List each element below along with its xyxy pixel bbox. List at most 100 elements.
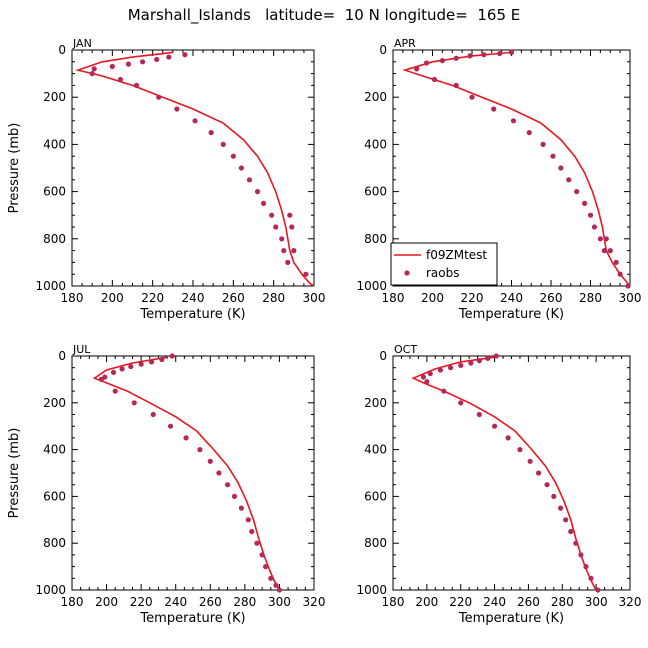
- y-tick-label: 200: [43, 90, 66, 104]
- raobs-point: [420, 374, 427, 380]
- raobs-point: [476, 358, 482, 364]
- raobs-point: [535, 470, 542, 476]
- raobs-point: [269, 212, 275, 218]
- y-tick-label: 1000: [35, 279, 66, 293]
- raobs-point: [91, 66, 97, 72]
- legend: f09ZMtest raobs: [390, 242, 498, 286]
- x-tick-label: 320: [303, 595, 326, 609]
- panel-label: JUL: [72, 343, 91, 356]
- panel-label: JAN: [72, 37, 92, 50]
- raobs-point: [595, 587, 601, 593]
- y-tick-label: 1000: [35, 583, 66, 597]
- raobs-point: [603, 236, 609, 242]
- raobs-point: [112, 388, 118, 394]
- x-tick-label: 240: [500, 291, 523, 305]
- x-tick-label: 300: [268, 595, 291, 609]
- raobs-point: [587, 212, 594, 218]
- raobs-point: [220, 141, 226, 147]
- x-tick-label: 240: [182, 291, 205, 305]
- y-tick-label: 400: [364, 137, 387, 151]
- raobs-point: [517, 447, 523, 453]
- y-tick-label: 800: [364, 536, 387, 550]
- y-tick-label: 600: [364, 185, 387, 199]
- raobs-point: [563, 517, 569, 523]
- y-tick-label: 800: [43, 232, 66, 246]
- raobs-point: [238, 165, 244, 171]
- raobs-point: [166, 54, 172, 60]
- raobs-point: [568, 528, 574, 535]
- x-tick-label: 300: [585, 595, 608, 609]
- raobs-point: [249, 528, 255, 535]
- raobs-point: [208, 130, 214, 136]
- raobs-point: [544, 482, 550, 488]
- y-tick-label: 800: [43, 536, 66, 550]
- raobs-point: [159, 356, 165, 363]
- raobs-point: [192, 118, 198, 124]
- raobs-point: [625, 283, 631, 289]
- raobs-point: [254, 189, 261, 195]
- x-tick-label: 260: [517, 595, 540, 609]
- raobs-point: [497, 50, 503, 57]
- raobs-point: [276, 587, 283, 593]
- raobs-point: [117, 76, 123, 83]
- x-tick-label: 240: [483, 595, 506, 609]
- y-tick-label: 200: [43, 396, 66, 410]
- raobs-point: [558, 165, 564, 171]
- raobs-point: [231, 493, 238, 499]
- raobs-point: [458, 400, 464, 406]
- raobs-point: [303, 271, 309, 277]
- series-line-f09zmtest: [92, 356, 281, 591]
- panel-jul: JUL 180 200 220 240 260 280 300 320 0 200 400 600 800…: [7, 343, 325, 626]
- y-axis-label: Pressure (mb): [7, 428, 22, 519]
- plot-frame: [392, 355, 631, 591]
- x-tick-label: 220: [449, 595, 472, 609]
- page-title: Marshall_Islands latitude= 10 N longitud…: [127, 6, 521, 24]
- raobs-point: [588, 575, 594, 581]
- raobs-point: [508, 49, 515, 55]
- raobs-point: [493, 353, 499, 359]
- y-tick-label: 1000: [356, 583, 387, 597]
- raobs-point: [583, 564, 589, 570]
- raobs-point: [154, 56, 160, 63]
- raobs-point: [110, 369, 117, 375]
- x-tick-label: 320: [619, 595, 642, 609]
- raobs-point: [119, 366, 125, 372]
- raobs-point: [139, 59, 146, 65]
- raobs-point: [510, 118, 517, 124]
- raobs-point: [557, 505, 564, 511]
- panel-label: APR: [394, 37, 416, 50]
- x-tick-label: 180: [382, 291, 405, 305]
- y-tick-label: 1000: [356, 279, 387, 293]
- y-tick-label: 0: [58, 43, 66, 57]
- x-tick-label: 260: [222, 291, 245, 305]
- raobs-point: [238, 505, 244, 511]
- x-tick-label: 220: [130, 595, 153, 609]
- raobs-point: [431, 76, 438, 83]
- raobs-point: [260, 200, 267, 206]
- raobs-point: [550, 153, 556, 159]
- y-tick-label: 400: [43, 137, 66, 151]
- raobs-point: [133, 82, 140, 88]
- raobs-point: [174, 106, 180, 112]
- raobs-point: [273, 582, 279, 588]
- x-tick-label: 220: [461, 291, 484, 305]
- raobs-point: [453, 55, 459, 61]
- raobs-point: [578, 552, 584, 558]
- raobs-point: [287, 212, 293, 218]
- y-tick-label: 600: [43, 185, 66, 199]
- series-line-f09zmtest: [402, 51, 631, 287]
- x-tick-label: 280: [262, 291, 285, 305]
- raobs-point: [481, 52, 487, 58]
- y-tick-label: 600: [364, 489, 387, 503]
- legend-box: [390, 242, 498, 286]
- raobs-point: [148, 359, 155, 365]
- x-tick-label: 200: [415, 595, 438, 609]
- x-tick-label: 180: [61, 595, 84, 609]
- raobs-point: [597, 236, 603, 242]
- raobs-point: [89, 71, 95, 77]
- y-tick-label: 200: [364, 396, 387, 410]
- raobs-point: [182, 52, 188, 58]
- raobs-point: [427, 370, 433, 377]
- raobs-point: [613, 259, 619, 265]
- raobs-point: [447, 365, 454, 371]
